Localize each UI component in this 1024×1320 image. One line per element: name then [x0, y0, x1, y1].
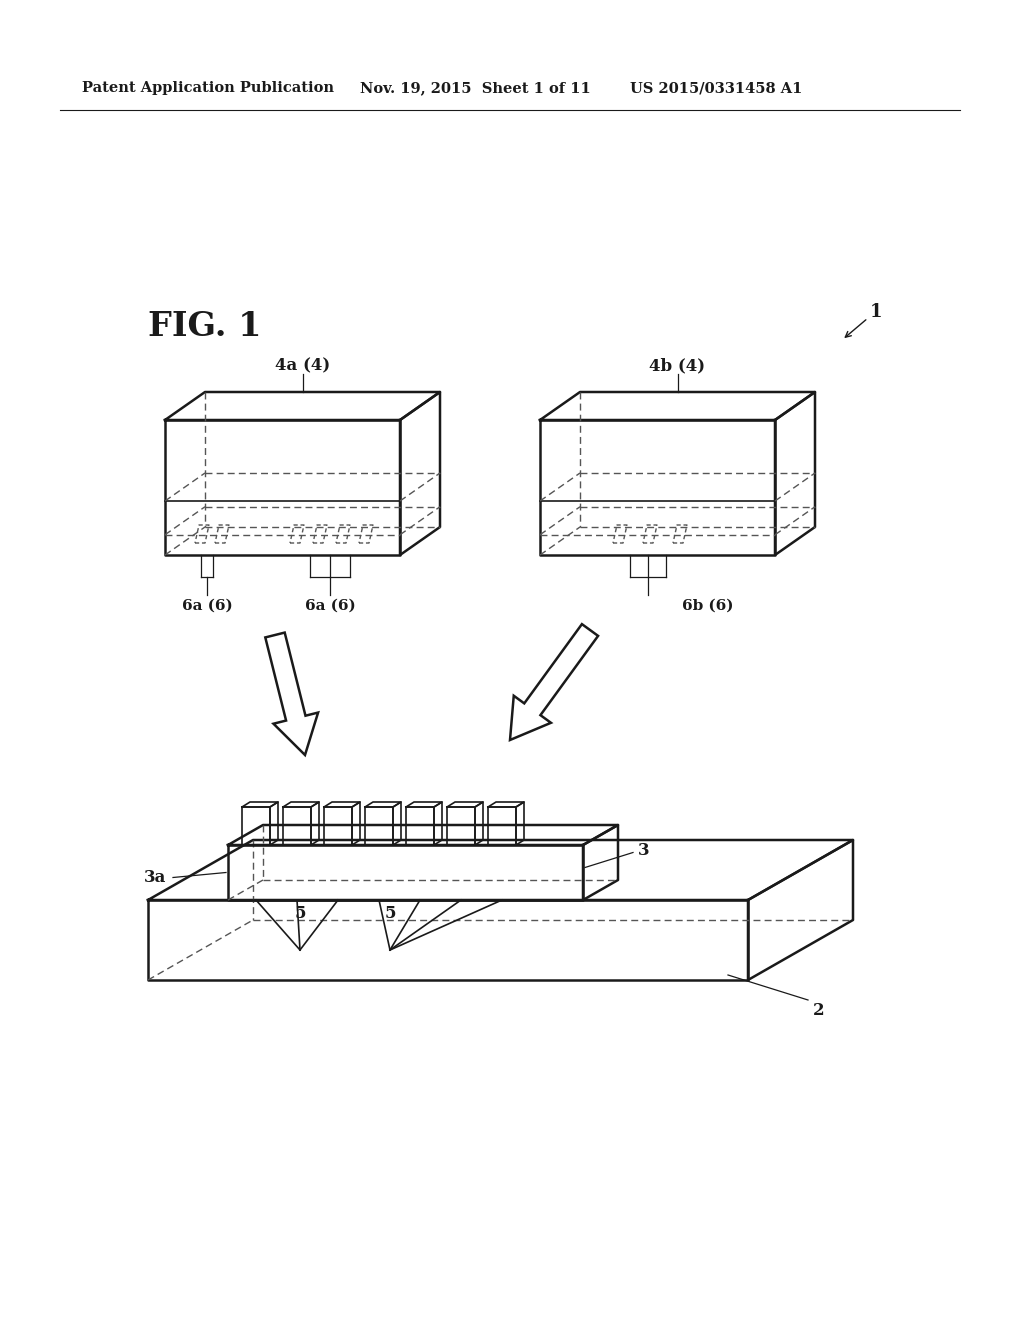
- Text: 4b (4): 4b (4): [649, 356, 706, 374]
- Text: 2: 2: [813, 1002, 824, 1019]
- Text: 3: 3: [638, 842, 649, 859]
- Text: Patent Application Publication: Patent Application Publication: [82, 81, 334, 95]
- Text: Nov. 19, 2015  Sheet 1 of 11: Nov. 19, 2015 Sheet 1 of 11: [360, 81, 591, 95]
- Polygon shape: [265, 632, 318, 755]
- Text: 6b (6): 6b (6): [682, 599, 734, 612]
- Text: 4a (4): 4a (4): [274, 356, 330, 374]
- Text: 1: 1: [870, 304, 883, 321]
- Polygon shape: [510, 624, 598, 741]
- Text: FIG. 1: FIG. 1: [148, 310, 261, 343]
- Text: US 2015/0331458 A1: US 2015/0331458 A1: [630, 81, 803, 95]
- Text: 5: 5: [384, 906, 395, 921]
- Text: 6a (6): 6a (6): [181, 599, 232, 612]
- Text: 5: 5: [294, 906, 306, 921]
- Text: 3a: 3a: [143, 869, 166, 886]
- Text: 6a (6): 6a (6): [304, 599, 355, 612]
